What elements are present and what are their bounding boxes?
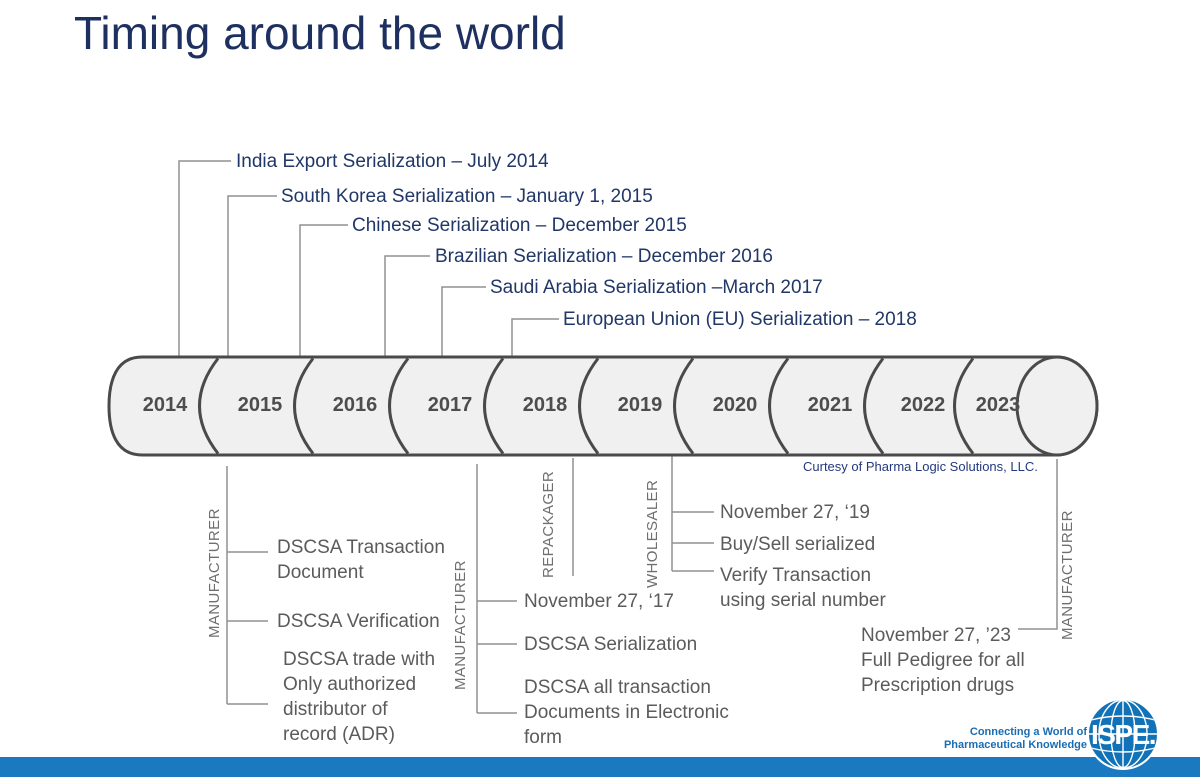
ispe-globe-icon: ISPE. [1087,698,1159,770]
callout-south-korea: South Korea Serialization – January 1, 2… [281,186,653,207]
year-2015: 2015 [237,394,283,416]
timeline-cylinder [107,355,1099,457]
milestone-adr: DSCSA trade with Only authorized distrib… [283,649,436,745]
milestone-branch-lines [226,456,1058,714]
callout-leader-lines [178,160,559,357]
callout-india: India Export Serialization – July 2014 [236,151,549,172]
role-manufacturer-3: MANUFACTURER [1059,510,1076,640]
footer-tagline: Connecting a World of Pharmaceutical Kno… [944,726,1087,752]
year-2014: 2014 [142,394,188,416]
ispe-logo: ISPE. [1087,698,1159,770]
callout-saudi-arabia: Saudi Arabia Serialization –March 2017 [490,277,823,298]
callout-eu: European Union (EU) Serialization – 2018 [563,309,917,330]
year-2023: 2023 [975,394,1021,416]
role-repackager: REPACKAGER [540,470,557,578]
footer-tagline-line2: Pharmaceutical Knowledge [943,739,1087,751]
year-2019: 2019 [617,394,663,416]
role-wholesaler: WHOLESALER [644,479,661,588]
page-title: Timing around the world [74,7,566,59]
year-2021: 2021 [807,394,853,416]
milestone-transaction-document: DSCSA Transaction Document [277,537,445,583]
milestone-date-nov-27-17: November 27, ‘17 [524,591,674,612]
milestone-verify-transaction: Verify Transaction using serial number [720,565,886,611]
year-2017: 2017 [427,394,473,416]
callout-china: Chinese Serialization – December 2015 [352,215,687,236]
milestone-serialization: DSCSA Serialization [524,634,698,655]
milestone-buy-sell: Buy/Sell serialized [720,534,876,555]
year-2018: 2018 [522,394,568,416]
segment-arcs [198,357,975,455]
milestone-date-nov-27-19: November 27, ‘19 [720,502,870,523]
role-manufacturer-1: MANUFACTURER [206,508,223,638]
year-2022: 2022 [900,394,946,416]
year-2020: 2020 [712,394,758,416]
year-2016: 2016 [332,394,378,416]
credit-note: Curtesy of Pharma Logic Solutions, LLC. [803,459,1038,474]
ispe-logo-text: ISPE. [1091,719,1155,750]
milestone-full-pedigree: November 27, ’23 Full Pedigree for all P… [861,625,1025,696]
footer-tagline-line1: Connecting a World of [969,726,1087,738]
callout-brazil: Brazilian Serialization – December 2016 [435,246,773,267]
cylinder-end-cap [1015,355,1099,457]
footer-bar [0,757,1200,777]
milestone-electronic-documents: DSCSA all transaction Documents in Elect… [524,677,729,748]
milestone-verification: DSCSA Verification [277,611,440,632]
